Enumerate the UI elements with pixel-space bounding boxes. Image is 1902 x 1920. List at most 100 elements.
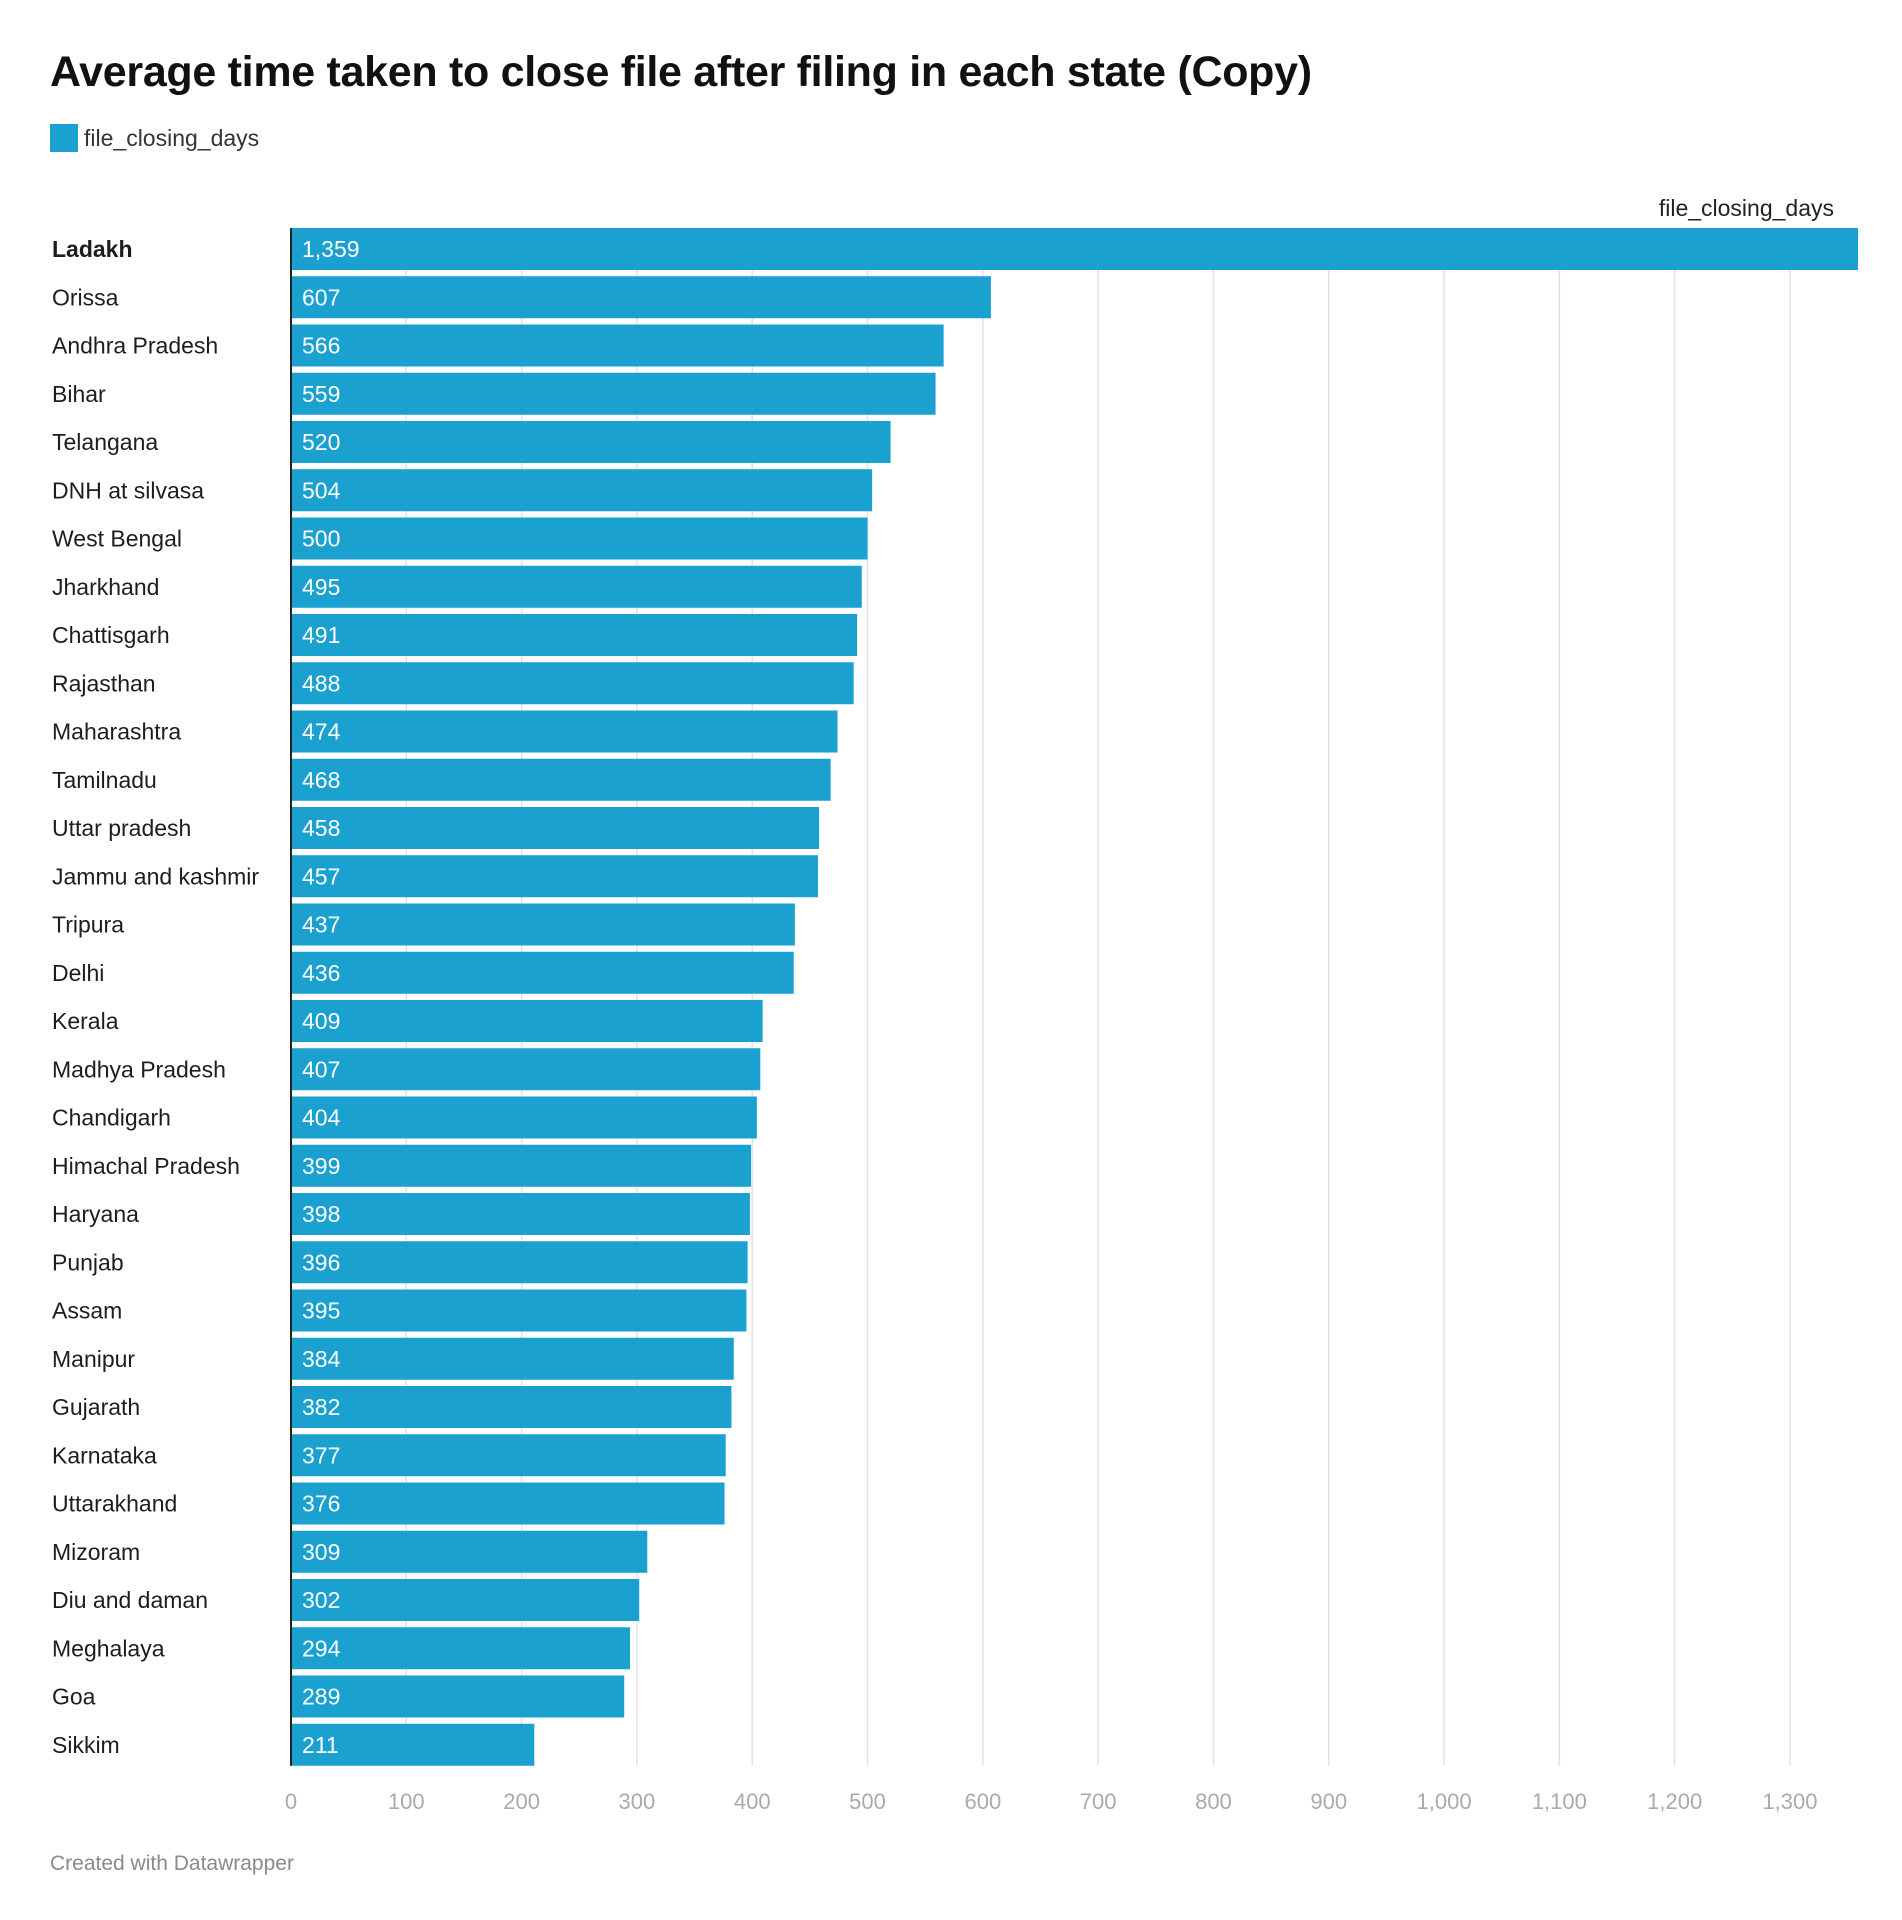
bar bbox=[291, 1530, 648, 1573]
bar bbox=[291, 1241, 748, 1284]
bar bbox=[291, 276, 991, 319]
bar bbox=[291, 1386, 732, 1428]
bar-value-label: 377 bbox=[302, 1442, 340, 1468]
bar-value-label: 437 bbox=[302, 912, 340, 938]
bar-value-label: 289 bbox=[302, 1684, 340, 1710]
bar-value-label: 384 bbox=[302, 1346, 341, 1372]
bar-value-label: 491 bbox=[302, 622, 340, 648]
x-tick-label: 500 bbox=[849, 1789, 886, 1814]
bar-value-label: 520 bbox=[302, 429, 340, 455]
bar bbox=[291, 1627, 630, 1670]
legend: file_closing_days bbox=[50, 124, 259, 152]
x-tick-label: 1,300 bbox=[1762, 1789, 1817, 1814]
x-tick-label: 400 bbox=[734, 1789, 771, 1814]
bar-value-label: 1,359 bbox=[302, 236, 360, 262]
bar-value-label: 458 bbox=[302, 815, 340, 841]
bar bbox=[291, 469, 873, 512]
category-label: Karnataka bbox=[52, 1442, 157, 1468]
column-header: file_closing_days bbox=[1659, 195, 1834, 221]
bar bbox=[291, 1048, 761, 1091]
bar-value-label: 395 bbox=[302, 1298, 340, 1324]
chart-title: Average time taken to close file after f… bbox=[50, 48, 1312, 96]
category-label: Jharkhand bbox=[52, 574, 159, 600]
category-label: Jammu and kashmir bbox=[52, 863, 259, 889]
bar-value-label: 468 bbox=[302, 767, 340, 793]
footer-credit: Created with Datawrapper bbox=[50, 1852, 294, 1875]
bar bbox=[291, 1096, 757, 1139]
bar bbox=[291, 1289, 747, 1332]
category-label: Uttar pradesh bbox=[52, 815, 191, 841]
bar bbox=[291, 372, 936, 415]
bar bbox=[291, 565, 862, 608]
bar-value-label: 382 bbox=[302, 1394, 340, 1420]
category-label: Tripura bbox=[52, 912, 124, 938]
bar bbox=[291, 1579, 640, 1621]
bar bbox=[291, 1482, 725, 1525]
category-label: Goa bbox=[52, 1684, 96, 1710]
bar-value-label: 407 bbox=[302, 1056, 340, 1082]
bar-value-label: 504 bbox=[302, 477, 341, 503]
bar-value-label: 396 bbox=[302, 1249, 340, 1275]
bar bbox=[291, 903, 795, 946]
bar bbox=[291, 758, 831, 801]
category-label: West Bengal bbox=[52, 526, 182, 552]
category-label: Orissa bbox=[52, 284, 119, 310]
x-tick-label: 0 bbox=[285, 1789, 297, 1814]
bar-value-label: 398 bbox=[302, 1201, 340, 1227]
category-label: Haryana bbox=[52, 1201, 139, 1227]
x-tick-label: 1,200 bbox=[1647, 1789, 1702, 1814]
bar-value-label: 409 bbox=[302, 1008, 340, 1034]
bar bbox=[291, 1723, 535, 1766]
category-label: DNH at silvasa bbox=[52, 477, 204, 503]
category-label: Bihar bbox=[52, 381, 106, 407]
category-label: Andhra Pradesh bbox=[52, 333, 218, 359]
bar bbox=[291, 228, 1858, 270]
bar-value-label: 211 bbox=[302, 1732, 339, 1758]
category-label: Delhi bbox=[52, 960, 104, 986]
x-tick-label: 600 bbox=[964, 1789, 1001, 1814]
bar bbox=[291, 1675, 625, 1718]
bar bbox=[291, 1193, 750, 1235]
bar-value-label: 474 bbox=[302, 719, 341, 745]
category-label: Assam bbox=[52, 1298, 122, 1324]
x-tick-label: 200 bbox=[503, 1789, 540, 1814]
category-label: Manipur bbox=[52, 1346, 135, 1372]
category-label: Sikkim bbox=[52, 1732, 120, 1758]
x-tick-label: 100 bbox=[388, 1789, 425, 1814]
bar bbox=[291, 1000, 763, 1042]
bar-value-label: 500 bbox=[302, 526, 340, 552]
bar bbox=[291, 1434, 726, 1477]
bar-value-label: 399 bbox=[302, 1153, 340, 1179]
bar-value-label: 488 bbox=[302, 670, 340, 696]
bar-value-label: 607 bbox=[302, 284, 340, 310]
bar bbox=[291, 1144, 752, 1187]
category-label: Punjab bbox=[52, 1249, 124, 1275]
category-label: Kerala bbox=[52, 1008, 119, 1034]
bar-value-label: 559 bbox=[302, 381, 340, 407]
bar-value-label: 376 bbox=[302, 1491, 340, 1517]
bar bbox=[291, 662, 854, 705]
bar-value-label: 309 bbox=[302, 1539, 340, 1565]
bar-value-label: 436 bbox=[302, 960, 340, 986]
category-label: Ladakh bbox=[52, 236, 133, 262]
category-label: Chattisgarh bbox=[52, 622, 170, 648]
legend-swatch bbox=[50, 124, 78, 152]
bar-value-label: 404 bbox=[302, 1105, 341, 1131]
bar bbox=[291, 517, 868, 560]
category-label: Meghalaya bbox=[52, 1635, 165, 1661]
category-label: Uttarakhand bbox=[52, 1491, 177, 1517]
category-label: Diu and daman bbox=[52, 1587, 208, 1613]
category-label: Gujarath bbox=[52, 1394, 140, 1420]
bar bbox=[291, 1337, 734, 1380]
x-tick-label: 700 bbox=[1080, 1789, 1117, 1814]
bar bbox=[291, 855, 818, 898]
legend-label: file_closing_days bbox=[84, 124, 260, 151]
bar-value-label: 566 bbox=[302, 333, 340, 359]
category-label: Chandigarh bbox=[52, 1105, 171, 1131]
bar bbox=[291, 614, 858, 656]
bar-value-label: 457 bbox=[302, 863, 340, 889]
category-label: Tamilnadu bbox=[52, 767, 157, 793]
category-label: Telangana bbox=[52, 429, 158, 455]
x-tick-label: 1,100 bbox=[1532, 1789, 1587, 1814]
